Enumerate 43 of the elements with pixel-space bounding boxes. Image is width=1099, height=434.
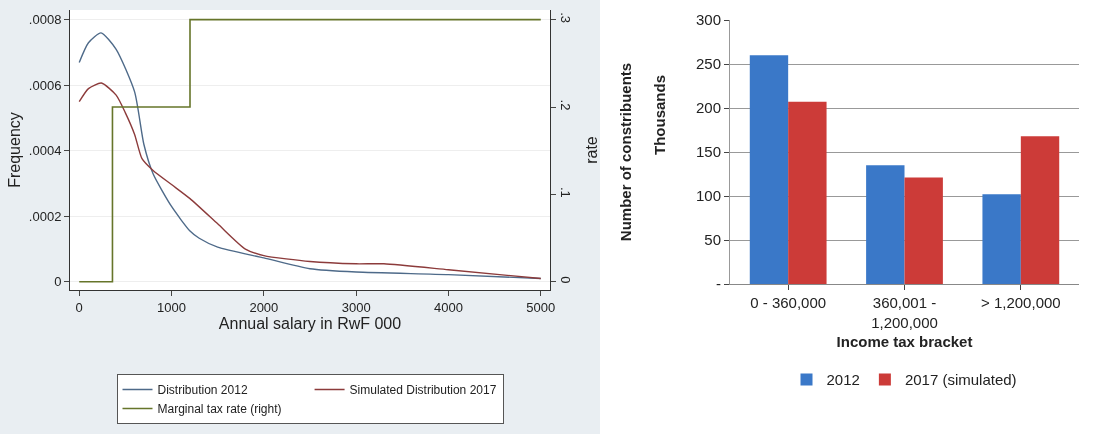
x-axis-title: Income tax bracket	[836, 332, 973, 350]
y-tick-label: .0004	[28, 143, 62, 159]
y-tick-label: 100	[695, 187, 721, 205]
y-tick-label: .0002	[28, 208, 62, 224]
y-tick-label: 200	[695, 99, 721, 117]
text: Thousands	[651, 74, 669, 155]
y2-axis-title: rate	[583, 136, 600, 164]
x-tick-label: 2000	[249, 299, 279, 315]
bar	[982, 194, 1021, 284]
y-tick-label: 250	[695, 55, 721, 73]
y-axis-title: Number of constribuents	[617, 62, 635, 242]
bar	[866, 165, 905, 284]
legend-label: Simulated Distribution 2017	[349, 383, 497, 398]
bar	[788, 101, 827, 284]
y-axis-title: Frequency	[5, 112, 23, 188]
x-tick-label: 5000	[526, 299, 556, 315]
y2-tick-label: .2	[558, 99, 574, 111]
x-axis-title: Annual salary in RwF 000	[218, 314, 402, 332]
y-tick-label: 0	[54, 274, 62, 290]
line-series	[78, 82, 542, 280]
x-tick-label: 0 - 360,000	[750, 294, 827, 311]
y-tick-label: -	[716, 275, 721, 293]
bar	[1020, 136, 1060, 284]
x-tick-label: > 1,200,000	[980, 294, 1061, 311]
y2-tick-label: 0	[558, 276, 574, 284]
bar	[749, 55, 789, 284]
x-tick-label: 360,001 - 1,200,000	[871, 294, 938, 331]
y-tick-label: .0008	[28, 12, 62, 28]
x-tick-label: 3000	[341, 299, 371, 315]
y-tick-label: 50	[704, 231, 721, 249]
y2-tick-label: .1	[558, 187, 574, 198]
x-tick-label: 0	[75, 299, 83, 315]
y-tick-label: 300	[695, 11, 721, 29]
legend-label: Distribution 2012	[157, 383, 248, 398]
x-tick-label: 4000	[434, 299, 463, 315]
bar	[904, 177, 943, 284]
legend-label: 2012	[826, 371, 860, 389]
legend-label: Marginal tax rate (right)	[157, 402, 282, 417]
legend-label: 2017 (simulated)	[904, 371, 1017, 389]
y-tick-label: 150	[695, 143, 721, 161]
x-tick-label: 1000	[157, 299, 186, 315]
y-tick-label: .0006	[28, 77, 62, 93]
y2-tick-label: .3	[558, 12, 574, 24]
